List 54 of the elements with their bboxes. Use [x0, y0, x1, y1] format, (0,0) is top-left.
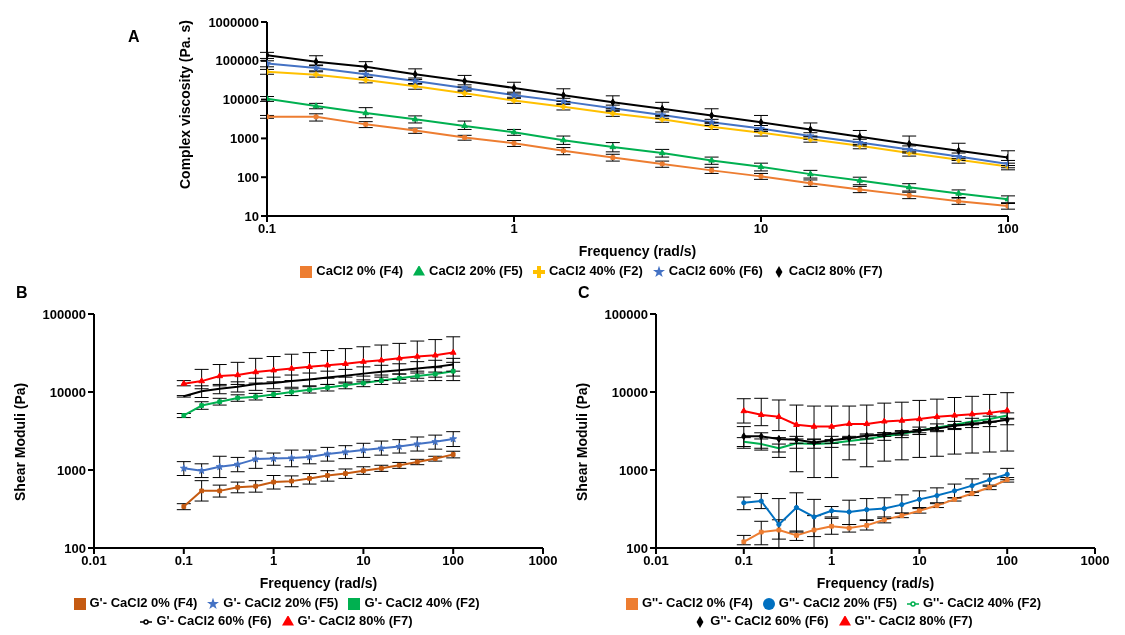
- legend-label: G''- CaCl2 60% (F6): [710, 613, 829, 628]
- x-tick-label: 100: [442, 553, 465, 569]
- y-axis-title: Shear Moduli (Pa): [11, 382, 28, 501]
- x-tick-label: 10: [753, 221, 769, 237]
- x-tick-label: 0.01: [643, 553, 669, 569]
- legend-label: G'- CaCl2 60% (F6): [156, 613, 272, 628]
- legend-label: G'- CaCl2 40% (F2): [364, 595, 480, 610]
- x-axis-title: Frequency (rad/s): [578, 243, 697, 259]
- x-axis-title: Frequency (rad/s): [816, 575, 935, 591]
- legend-label: G''- CaCl2 20% (F5): [778, 595, 897, 610]
- legend-label: G'- CaCl2 0% (F4): [89, 595, 198, 610]
- legend-label: CaCl2 0% (F4): [316, 263, 403, 278]
- y-tick-label: 100: [626, 540, 648, 556]
- y-tick-label: 100: [237, 169, 259, 185]
- chart-title: B: [16, 284, 28, 302]
- y-tick-label: 10000: [222, 92, 259, 108]
- y-tick-label: 100: [64, 540, 86, 556]
- y-tick-label: 100000: [604, 306, 648, 322]
- chart-title: C: [578, 284, 590, 302]
- y-tick-label: 10000: [49, 384, 86, 400]
- y-tick-label: 1000: [619, 462, 648, 478]
- y-tick-label: 100000: [215, 53, 259, 69]
- y-tick-label: 1000: [230, 131, 259, 147]
- x-tick-label: 10: [356, 553, 371, 569]
- x-tick-label: 100: [997, 221, 1019, 237]
- x-tick-label: 1: [269, 553, 278, 569]
- x-tick-label: 1000: [528, 553, 558, 569]
- legend-label: CaCl2 80% (F7): [788, 263, 883, 278]
- legend-label: G''- CaCl2 0% (F4): [641, 595, 753, 610]
- x-tick-label: 0.01: [81, 553, 107, 569]
- legend-label: CaCl2 60% (F6): [668, 263, 763, 278]
- text: A: [128, 28, 140, 46]
- legend-label: G'- CaCl2 20% (F5): [223, 595, 339, 610]
- x-tick-label: 0.1: [734, 553, 753, 569]
- y-axis-title: Complex viscosity (Pa. s): [176, 20, 193, 189]
- y-tick-label: 10: [244, 208, 259, 224]
- x-tick-label: 100: [996, 553, 1019, 569]
- x-tick-label: 1: [510, 221, 518, 237]
- y-tick-label: 10000: [611, 384, 648, 400]
- y-tick-label: 1000: [57, 462, 86, 478]
- y-tick-label: 100000: [42, 306, 86, 322]
- y-tick-label: 1000000: [208, 14, 259, 30]
- x-tick-label: 1: [827, 553, 836, 569]
- y-axis-title: Shear Moduli (Pa): [573, 382, 590, 501]
- x-tick-label: 0.1: [257, 221, 277, 237]
- x-axis-title: Frequency (rad/s): [259, 575, 378, 591]
- x-tick-label: 0.1: [174, 553, 193, 569]
- legend-label: G''- CaCl2 80% (F7): [854, 613, 973, 628]
- legend-label: CaCl2 40% (F2): [548, 263, 643, 278]
- legend-label: CaCl2 20% (F5): [429, 263, 523, 278]
- x-tick-label: 10: [912, 553, 927, 569]
- x-tick-label: 1000: [1080, 553, 1110, 569]
- legend-label: G''- CaCl2 40% (F2): [922, 595, 1042, 610]
- legend-label: G'- CaCl2 80% (F7): [297, 613, 413, 628]
